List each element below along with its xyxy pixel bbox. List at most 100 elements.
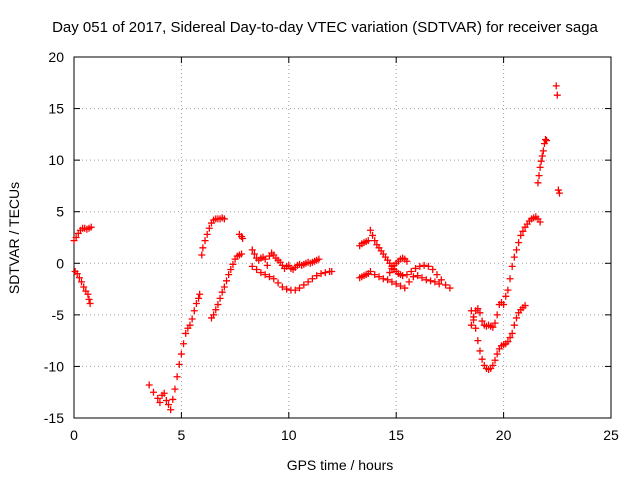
data-point <box>521 302 529 310</box>
x-tick-label: 20 <box>496 427 512 443</box>
data-point <box>263 261 271 269</box>
data-point <box>375 273 383 281</box>
data-point <box>416 262 424 270</box>
data-point <box>291 286 299 294</box>
x-tick-label: 10 <box>281 427 297 443</box>
data-point <box>225 271 233 279</box>
plot-frame <box>73 56 612 419</box>
series-seg-b <box>145 290 204 414</box>
data-point <box>364 237 372 245</box>
data-point <box>379 275 387 283</box>
data-point <box>270 275 278 283</box>
data-point <box>199 244 207 252</box>
series-seg-d-lower <box>248 262 336 294</box>
data-point <box>239 235 247 243</box>
data-point <box>506 275 514 283</box>
data-point <box>478 355 486 363</box>
data-point <box>420 261 428 269</box>
series-seg-e-bump <box>386 254 411 277</box>
data-point <box>173 373 181 381</box>
data-point <box>201 237 209 245</box>
data-point <box>203 230 211 238</box>
data-point <box>188 315 196 323</box>
x-tick-label: 25 <box>603 427 619 443</box>
series-seg-a-lower <box>71 268 94 308</box>
data-point <box>536 218 544 226</box>
series-seg-h <box>552 82 563 197</box>
series-seg-f-lower <box>467 302 529 374</box>
data-point <box>506 334 514 342</box>
data-point <box>424 262 432 270</box>
y-tick-label: 5 <box>56 204 64 220</box>
data-point <box>196 290 204 298</box>
data-point <box>238 250 246 258</box>
data-point <box>145 381 153 389</box>
data-point <box>212 306 220 314</box>
data-point <box>154 394 162 402</box>
y-tick-label: 20 <box>48 49 64 65</box>
data-point <box>508 262 516 270</box>
x-tick-label: 5 <box>178 427 186 443</box>
data-point <box>366 226 374 234</box>
data-point <box>167 406 175 414</box>
data-point <box>386 269 394 277</box>
y-tick-label: -10 <box>44 358 64 374</box>
data-point <box>369 231 377 239</box>
data-point <box>489 323 497 331</box>
data-point <box>427 277 435 285</box>
data-point <box>510 321 518 329</box>
data-point <box>534 179 542 187</box>
x-tick-labels: 0 5 10 15 20 25 <box>70 427 619 443</box>
data-point <box>84 290 92 298</box>
data-point <box>537 157 545 165</box>
series-seg-c-upper <box>198 214 228 259</box>
y-tick-label: 15 <box>48 101 64 117</box>
data-point <box>227 265 235 273</box>
data-point <box>539 147 547 155</box>
chart-title: Day 051 of 2017, Sidereal Day-to-day VTE… <box>52 19 598 36</box>
data-point <box>504 338 512 346</box>
series-seg-e-lower <box>356 268 443 292</box>
data-point <box>87 223 95 231</box>
data-point <box>491 356 499 364</box>
data-point <box>366 268 374 276</box>
data-point <box>435 280 443 288</box>
data-point <box>253 265 261 273</box>
data-point <box>78 278 86 286</box>
data-point <box>543 137 551 145</box>
data-point <box>248 262 256 270</box>
data-point <box>308 275 316 283</box>
data-point <box>396 282 404 290</box>
data-point <box>493 311 501 319</box>
data-point <box>470 313 478 321</box>
data-point <box>414 272 422 280</box>
y-tick-label: 0 <box>56 255 64 271</box>
data-point <box>195 294 203 302</box>
series-seg-e-upper <box>356 226 454 292</box>
data-point <box>261 255 269 263</box>
data-point <box>541 136 549 144</box>
data-point <box>467 307 475 315</box>
series-seg-f-upper <box>467 213 544 331</box>
data-point <box>508 329 516 337</box>
data-point <box>515 239 523 247</box>
data-point <box>446 284 454 292</box>
data-point <box>500 301 508 309</box>
data-point <box>300 281 308 289</box>
data-point <box>223 277 231 285</box>
axis-ticks <box>73 56 612 419</box>
data-point <box>384 276 392 284</box>
data-point <box>192 300 200 308</box>
data-point <box>467 321 475 329</box>
data-point <box>555 189 563 197</box>
data-point <box>156 399 164 407</box>
data-point <box>399 272 407 280</box>
data-point <box>220 283 228 291</box>
data-point <box>371 237 379 245</box>
data-point <box>261 271 269 279</box>
grid-lines <box>74 57 611 418</box>
data-point <box>553 91 561 99</box>
data-point <box>504 286 512 294</box>
series-seg-a-upper <box>70 223 95 245</box>
